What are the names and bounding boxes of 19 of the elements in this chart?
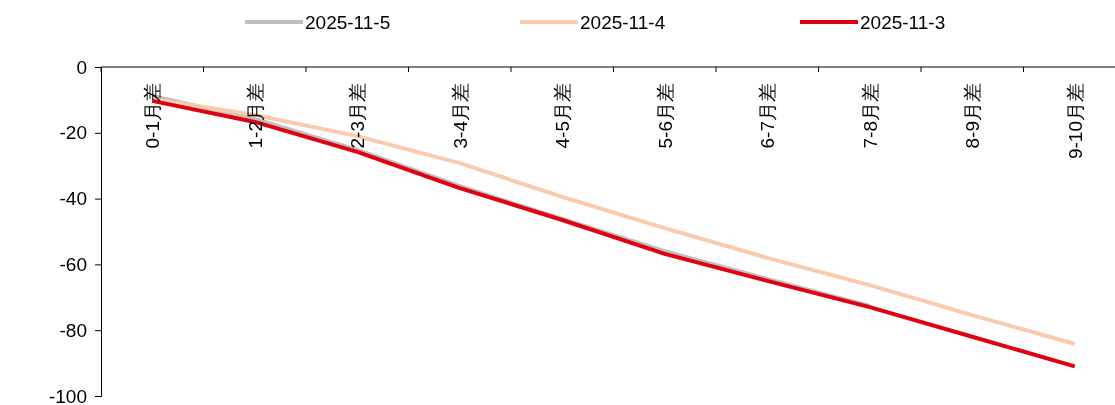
y-tick-label: -60 — [59, 253, 87, 275]
x-tick-label: 6-7月差 — [757, 83, 779, 149]
x-tick-label: 3-4月差 — [449, 83, 471, 149]
x-tick-label: 2-3月差 — [347, 83, 369, 149]
x-tick-label: 7-8月差 — [859, 83, 881, 149]
legend-label: 2025-11-5 — [305, 12, 391, 33]
x-tick-label: 0-1月差 — [142, 83, 164, 149]
y-tick-label: 0 — [76, 56, 87, 78]
y-tick-label: -40 — [59, 188, 87, 210]
y-tick-label: -80 — [59, 319, 87, 341]
x-tick-label: 1-2月差 — [244, 83, 266, 149]
legend-label: 2025-11-4 — [580, 12, 666, 33]
y-tick-label: -20 — [59, 122, 87, 144]
x-tick-label: 4-5月差 — [552, 83, 574, 149]
x-tick-label: 5-6月差 — [654, 83, 676, 149]
y-tick-label: -100 — [48, 385, 87, 405]
x-tick-label: 9-10月差 — [1064, 83, 1086, 160]
x-tick-label: 8-9月差 — [962, 83, 984, 149]
legend-label: 2025-11-3 — [860, 12, 946, 33]
